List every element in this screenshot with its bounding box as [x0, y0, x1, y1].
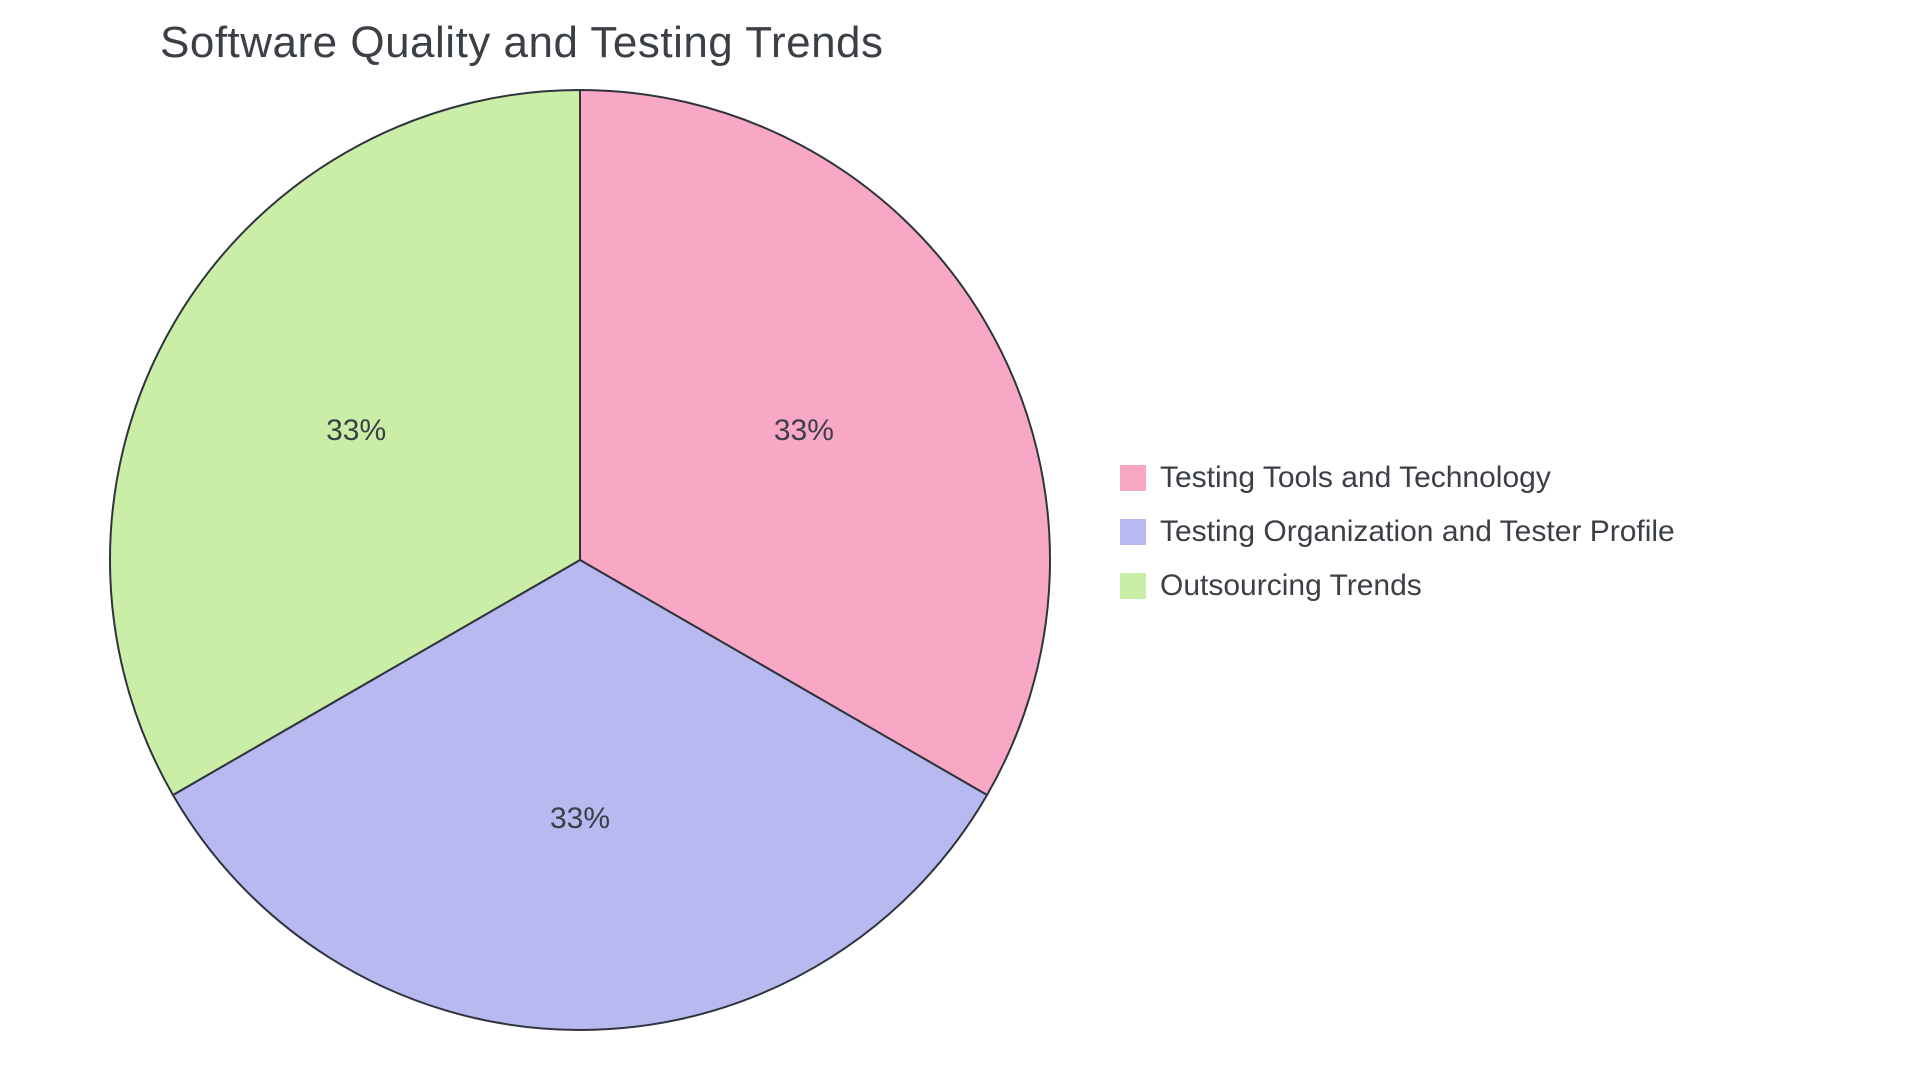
legend-item: Testing Organization and Tester Profile: [1120, 509, 1675, 555]
legend-label: Testing Organization and Tester Profile: [1160, 515, 1675, 549]
legend-label: Testing Tools and Technology: [1160, 461, 1551, 495]
legend-item: Outsourcing Trends: [1120, 563, 1675, 609]
slice-percent-label: 33%: [774, 414, 834, 448]
slice-percent-label: 33%: [550, 802, 610, 836]
legend-label: Outsourcing Trends: [1160, 569, 1422, 603]
legend-item: Testing Tools and Technology: [1120, 455, 1675, 501]
legend-swatch: [1120, 573, 1146, 599]
slice-percent-label: 33%: [326, 414, 386, 448]
legend-swatch: [1120, 465, 1146, 491]
legend-swatch: [1120, 519, 1146, 545]
legend: Testing Tools and Technology Testing Orga…: [1120, 455, 1675, 617]
